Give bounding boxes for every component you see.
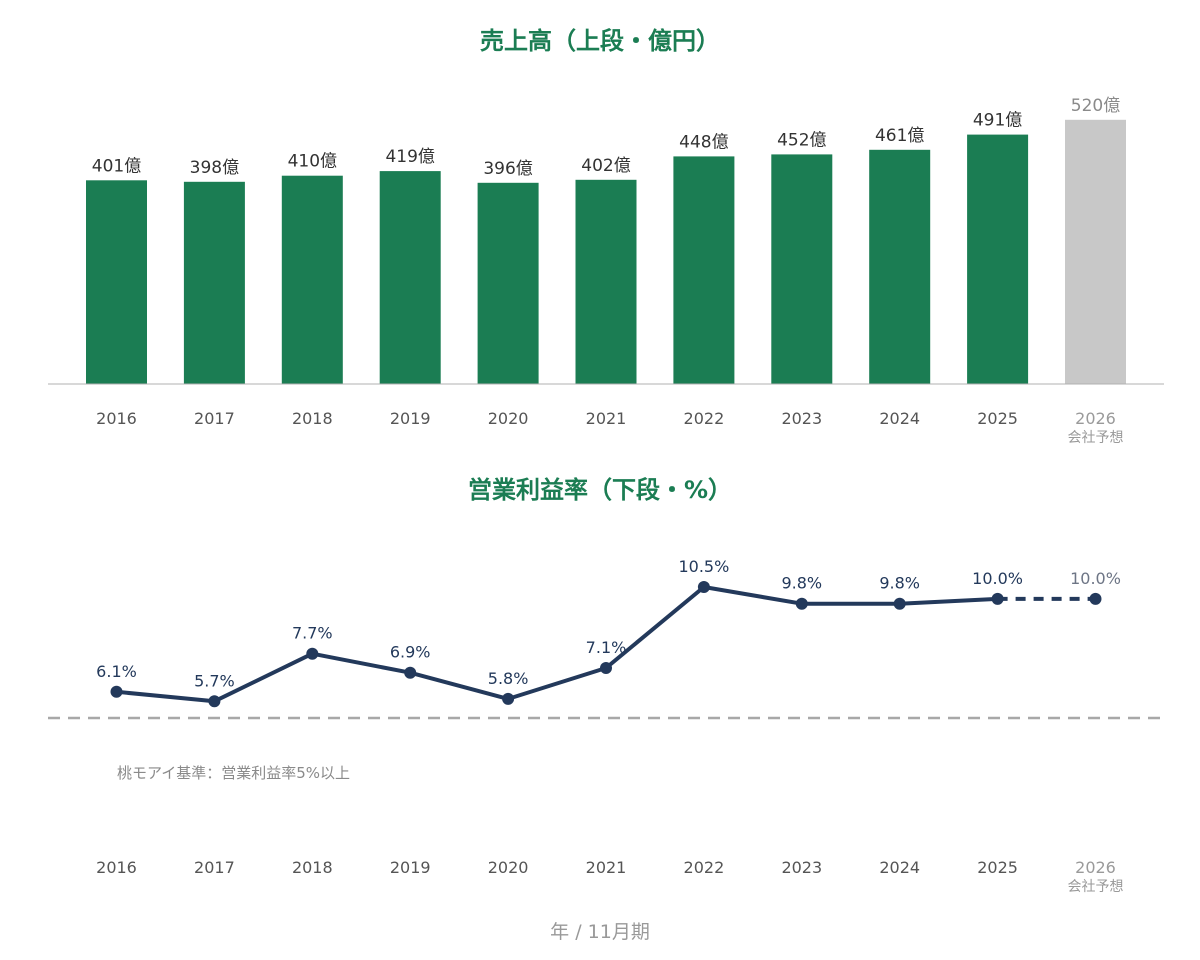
margin-point-2017 [208, 695, 221, 708]
margin-series-points [110, 581, 1102, 708]
x-tick-label-2024: 2024 [879, 409, 920, 428]
x-tick-label-2025: 2025 [977, 858, 1018, 877]
sales-bar-2021 [575, 179, 637, 384]
sales-bar-2025 [967, 134, 1029, 384]
sales-bar-2016 [86, 180, 147, 384]
sales-value-label-2017: 398億 [190, 158, 239, 178]
x-tick-label-2019: 2019 [390, 409, 431, 428]
margin-value-label-2017: 5.7% [194, 671, 235, 690]
margin-point-2024 [893, 597, 906, 610]
sales-bar-2023 [771, 154, 833, 384]
margin-value-label-2023: 9.8% [781, 574, 822, 593]
sales-value-label-2024: 461億 [875, 126, 924, 146]
x-tick-label-2024: 2024 [879, 858, 920, 877]
x-tick-label-2026: 2026 [1075, 858, 1116, 877]
sales-chart-title: 売上高（上段・億円） [480, 27, 720, 55]
margin-line-chart: 営業利益率（下段・%） 桃モアイ基準：営業利益率5%以上 6.1% 5.7% 7.7… [48, 476, 1164, 895]
sales-value-label-2025: 491億 [973, 111, 1022, 131]
x-tick-label-2025: 2025 [977, 409, 1018, 428]
x-tick-label-2023: 2023 [781, 409, 822, 428]
x-tick-label-2021: 2021 [586, 409, 627, 428]
margin-value-label-2022: 10.5% [678, 557, 729, 576]
margin-point-2020 [502, 692, 515, 705]
x-tick-label-2019: 2019 [390, 858, 431, 877]
margin-value-label-2018: 7.7% [292, 624, 333, 643]
x-tick-sublabel-2026: 会社予想 [1068, 430, 1124, 446]
sales-bar-2018 [281, 175, 343, 384]
margin-point-2026 [1089, 592, 1102, 605]
margin-point-2018 [306, 647, 319, 660]
margin-point-2016 [110, 685, 123, 698]
margin-series-line [114, 585, 1096, 704]
sales-value-label-2021: 402億 [581, 156, 630, 176]
sales-bar-2017 [183, 181, 245, 384]
x-tick-label-2023: 2023 [781, 858, 822, 877]
x-tick-sublabel-2026: 会社予想 [1068, 879, 1124, 895]
sales-value-label-2022: 448億 [679, 132, 728, 152]
x-tick-label-2016: 2016 [96, 858, 137, 877]
x-tick-label-2017: 2017 [194, 858, 235, 877]
x-tick-label-2022: 2022 [684, 858, 725, 877]
margin-value-label-2026: 10.0% [1070, 569, 1121, 588]
sales-x-tick-labels: 2016 2017 2018 2019 2020 2021 2022 2023 2024 2025… [96, 409, 1123, 446]
period-note: 年 / 11月期 [550, 921, 650, 943]
sales-bar-2019 [379, 171, 441, 384]
margin-point-2021 [600, 662, 612, 674]
margin-line-segment-2024-2025 [897, 596, 1000, 606]
margin-x-tick-labels: 2016 2017 2018 2019 2020 2021 2022 2023 2024 2025… [96, 858, 1123, 895]
sales-value-label-2019: 419億 [385, 147, 434, 167]
margin-line-segment-2018-2019 [310, 651, 413, 675]
x-tick-label-2021: 2021 [586, 858, 627, 877]
margin-point-2023 [795, 597, 808, 610]
margin-line-segment-2021-2022 [604, 585, 706, 670]
sales-value-label-2023: 452億 [777, 130, 826, 150]
margin-point-2022 [697, 581, 710, 593]
margin-value-label-2020: 5.8% [488, 669, 529, 688]
sales-bar-2024 [869, 149, 931, 384]
x-tick-label-2018: 2018 [292, 858, 333, 877]
margin-line-segment-2020-2021 [506, 666, 608, 701]
sales-value-labels: 401億 398億 410億 419億 396億 402億 448億 452億 461億 491億… [92, 96, 1120, 179]
x-tick-label-2020: 2020 [488, 409, 529, 428]
threshold-label: 桃モアイ基準：営業利益率5%以上 [117, 764, 350, 782]
x-tick-label-2016: 2016 [96, 409, 137, 428]
margin-value-label-2025: 10.0% [972, 569, 1023, 588]
sales-bar-2026 [1065, 119, 1126, 385]
x-tick-label-2018: 2018 [292, 409, 333, 428]
margin-line-segment-2017-2018 [212, 651, 315, 704]
sales-value-label-2016: 401億 [92, 156, 141, 176]
sales-value-label-2026: 520億 [1071, 96, 1120, 116]
sales-bars [86, 119, 1126, 385]
sales-bar-2020 [477, 182, 539, 384]
x-tick-label-2020: 2020 [488, 858, 529, 877]
sales-value-label-2020: 396億 [483, 159, 532, 179]
margin-value-label-2019: 6.9% [390, 643, 431, 662]
x-tick-label-2026: 2026 [1075, 409, 1116, 428]
sales-value-label-2018: 410億 [288, 152, 337, 172]
margin-value-labels: 6.1% 5.7% 7.7% 6.9% 5.8% 7.1% 10.5% 9.8% 9.8% 10.… [96, 557, 1121, 690]
x-tick-label-2017: 2017 [194, 409, 235, 428]
x-tick-label-2022: 2022 [684, 409, 725, 428]
margin-point-2025 [991, 592, 1004, 605]
margin-value-label-2024: 9.8% [879, 574, 920, 593]
margin-chart-title: 営業利益率（下段・%） [468, 476, 732, 504]
margin-line-segment-2022-2023 [701, 585, 804, 606]
margin-line-segment-2016-2017 [114, 689, 217, 704]
margin-value-label-2016: 6.1% [96, 662, 137, 681]
margin-line-segment-2019-2020 [408, 670, 511, 701]
margin-point-2019 [404, 666, 417, 679]
sales-bar-2022 [673, 156, 735, 384]
margin-value-label-2021: 7.1% [586, 638, 627, 657]
